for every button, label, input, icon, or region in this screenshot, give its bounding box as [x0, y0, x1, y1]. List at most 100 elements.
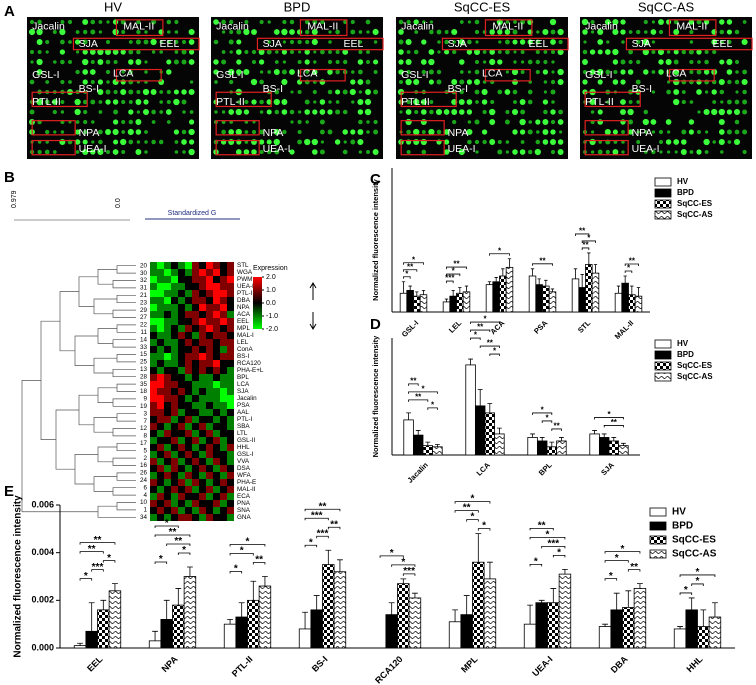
spot — [550, 119, 556, 125]
spot — [229, 19, 234, 25]
error-bar — [487, 403, 493, 413]
spot — [273, 138, 280, 146]
spot — [490, 99, 495, 105]
heatmap-cell — [192, 388, 199, 395]
significance-label: ** — [174, 536, 182, 547]
row-name: SBA — [237, 423, 250, 430]
highlight-box — [584, 91, 641, 108]
spot — [459, 70, 464, 74]
spot — [90, 59, 95, 65]
spot — [182, 150, 186, 154]
spot — [267, 40, 271, 44]
spot — [358, 49, 363, 55]
spot — [82, 99, 88, 105]
spot — [136, 49, 141, 55]
heatmap-cell — [192, 318, 199, 325]
error-bar — [152, 630, 158, 641]
spot — [597, 29, 604, 35]
spot — [673, 98, 680, 106]
spot — [52, 150, 57, 154]
heatmap-cell — [192, 297, 199, 304]
spot — [98, 110, 103, 114]
dendrogram-branch — [97, 387, 117, 403]
spot — [365, 79, 371, 85]
spot — [606, 40, 610, 44]
bar — [535, 602, 548, 649]
spot — [150, 38, 157, 46]
heatmap-cell — [220, 283, 227, 290]
error-bar — [444, 298, 449, 302]
spot — [621, 130, 625, 134]
significance-bracket — [541, 420, 553, 423]
spot — [527, 59, 533, 65]
significance-bracket — [229, 571, 243, 574]
dendrogram-branch — [112, 487, 136, 496]
spot — [120, 138, 127, 146]
spot — [681, 129, 687, 135]
significance-bracket — [229, 553, 254, 556]
spot — [673, 69, 680, 75]
spot — [413, 78, 420, 86]
significance-label: * — [471, 494, 475, 505]
heatmap-cell — [185, 479, 192, 486]
bar — [528, 275, 537, 313]
spot — [398, 69, 404, 75]
dendrogram-branch — [112, 457, 136, 466]
heatmap-cell — [220, 479, 227, 486]
spot — [406, 149, 411, 155]
spot — [75, 30, 80, 34]
spot — [289, 19, 295, 25]
highlight-box — [584, 120, 629, 136]
heatmap-cell — [157, 451, 164, 458]
heatmap-cell — [192, 409, 199, 416]
heatmap-cell — [185, 402, 192, 409]
heatmap-cell — [178, 325, 185, 332]
spot — [327, 109, 333, 115]
significance-label: ** — [88, 544, 96, 555]
significance-bracket — [408, 399, 429, 402]
spot — [335, 100, 340, 104]
error-bar — [238, 602, 245, 618]
spot — [213, 19, 219, 25]
spot — [681, 139, 687, 145]
heatmap-cell — [220, 353, 227, 360]
heatmap-cell — [157, 493, 164, 500]
spot — [667, 150, 671, 154]
spot — [413, 19, 419, 25]
spot — [60, 59, 65, 65]
spot — [112, 49, 119, 55]
spot — [89, 49, 96, 55]
error-bar — [408, 285, 412, 291]
spot — [311, 28, 318, 36]
heatmap-cell — [213, 367, 220, 374]
error-bar — [415, 291, 419, 297]
bar — [547, 602, 560, 649]
significance-label: * — [234, 564, 238, 575]
heatmap-cell — [192, 472, 199, 479]
legend-label: SqCC-AS — [677, 210, 713, 219]
heatmap-cell — [150, 276, 157, 283]
spot — [443, 139, 450, 145]
spot — [236, 29, 242, 35]
spot — [612, 18, 619, 26]
error-bar — [616, 285, 621, 294]
legend-swatch — [654, 188, 672, 198]
row-number: 29 — [140, 307, 148, 314]
heatmap-cell — [213, 346, 220, 353]
spot-label: GSL-I — [216, 69, 243, 81]
spot — [358, 150, 363, 154]
spot — [158, 139, 164, 145]
spot-label: MAL-II — [676, 21, 707, 33]
spot — [727, 79, 732, 85]
heatmap-cell — [213, 269, 220, 276]
heatmap-cell — [227, 479, 234, 486]
y-axis-label: Normalized fluorescence intensity — [371, 335, 380, 458]
heatmap-cell — [199, 311, 206, 318]
spot — [712, 100, 717, 104]
heatmap-cell — [213, 514, 220, 521]
spot — [97, 89, 104, 95]
spot — [481, 88, 488, 96]
heatmap-cell — [192, 500, 199, 507]
colorbar-label: 0.0 — [266, 300, 276, 307]
